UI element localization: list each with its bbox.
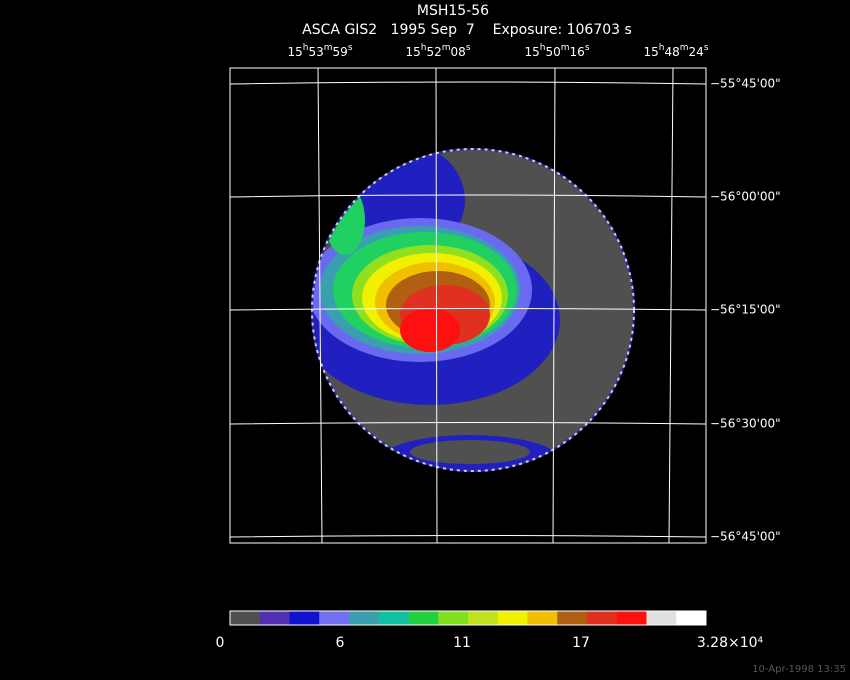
dec-label: −56°15'00" (710, 303, 781, 317)
colorbar-swatch (438, 611, 469, 625)
dec-label: −55°45'00" (710, 77, 781, 91)
colorbar-swatch (289, 611, 320, 625)
colorbar-label: 3.28×10⁴ (697, 635, 764, 651)
subtitle: ASCA GIS2 1995 Sep 7 Exposure: 106703 s (302, 22, 632, 38)
coordinate-grid (229, 67, 707, 544)
ra-label: 15h50m16s (524, 43, 589, 59)
colorbar-swatch (676, 611, 707, 625)
colorbar-swatch (230, 611, 261, 625)
colorbar-swatch (557, 611, 588, 625)
dec-label: −56°00'00" (710, 190, 781, 204)
dec-label: −56°45'00" (710, 530, 781, 544)
colorbar-label: 6 (336, 635, 345, 651)
colorbar-label: 17 (572, 635, 590, 651)
colorbar-swatch (378, 611, 409, 625)
footer: 10-Apr-1998 13:35 (752, 664, 846, 675)
colorbar-frame (229, 610, 707, 626)
colorbar-swatch (616, 611, 647, 625)
colorbar-label: 11 (453, 635, 471, 651)
colorbar-swatch (497, 611, 528, 625)
title: MSH15-56 (417, 3, 489, 19)
ra-label: 15h48m24s (643, 43, 708, 59)
colorbar-label: 0 (216, 635, 225, 651)
colorbar-swatch (587, 611, 618, 625)
colorbar (230, 611, 707, 625)
colorbar-swatch (646, 611, 677, 625)
colorbar-swatch (527, 611, 558, 625)
ra-label: 15h53m59s (287, 43, 352, 59)
ra-label: 15h52m08s (405, 43, 470, 59)
colorbar-swatch (259, 611, 290, 625)
colorbar-swatch (349, 611, 380, 625)
colorbar-swatch (408, 611, 439, 625)
image (311, 148, 635, 472)
colorbar-swatch (319, 611, 350, 625)
dec-label: −56°30'00" (710, 417, 781, 431)
colorbar-swatch (468, 611, 499, 625)
